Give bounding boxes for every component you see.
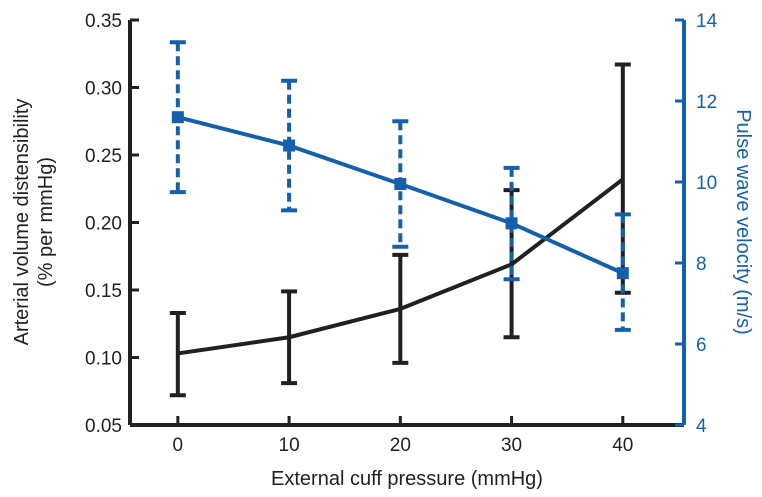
x-tick-label: 40 <box>612 435 633 456</box>
x-axis-title: External cuff pressure (mmHg) <box>271 468 543 490</box>
left-y-tick-label: 0.35 <box>85 11 122 32</box>
left-y-tick-label: 0.10 <box>85 349 122 370</box>
plot-area <box>169 40 631 398</box>
x-tick-label: 10 <box>279 435 300 456</box>
right-y-tick-label: 8 <box>696 254 707 275</box>
x-tick-label: 30 <box>501 435 522 456</box>
left-axis-title-line2: (% per mmHg) <box>35 157 57 287</box>
left-y-tick-label: 0.30 <box>85 79 122 100</box>
x-tick-label: 0 <box>173 435 184 456</box>
right-y-tick-label: 4 <box>696 416 707 437</box>
right-y-tick-label: 10 <box>696 173 717 194</box>
x-tick-label: 20 <box>390 435 411 456</box>
pwv-marker <box>505 217 518 230</box>
pwv-marker <box>616 267 629 280</box>
pwv-marker <box>394 178 407 191</box>
left-y-tick-label: 0.05 <box>85 416 122 437</box>
left-y-tick-label: 0.20 <box>85 214 122 235</box>
ticks: 0 10 20 30 40 0.05 0.10 0.15 0.20 0.25 0.30 0.35 4 6 8… <box>85 11 718 456</box>
right-y-tick-label: 12 <box>696 92 717 113</box>
distensibility-line <box>177 177 625 356</box>
pwv-marker <box>283 139 296 152</box>
right-y-tick-label: 6 <box>696 335 707 356</box>
right-y-tick-label: 14 <box>696 11 718 32</box>
left-y-tick-label: 0.25 <box>85 146 122 167</box>
right-axis-title: Pulse wave velocity (m/s) <box>732 109 754 335</box>
left-axis-title-line1: Arterial volume distensibility <box>11 99 33 346</box>
left-y-tick-label: 0.15 <box>85 281 122 302</box>
pwv-marker <box>171 111 184 124</box>
